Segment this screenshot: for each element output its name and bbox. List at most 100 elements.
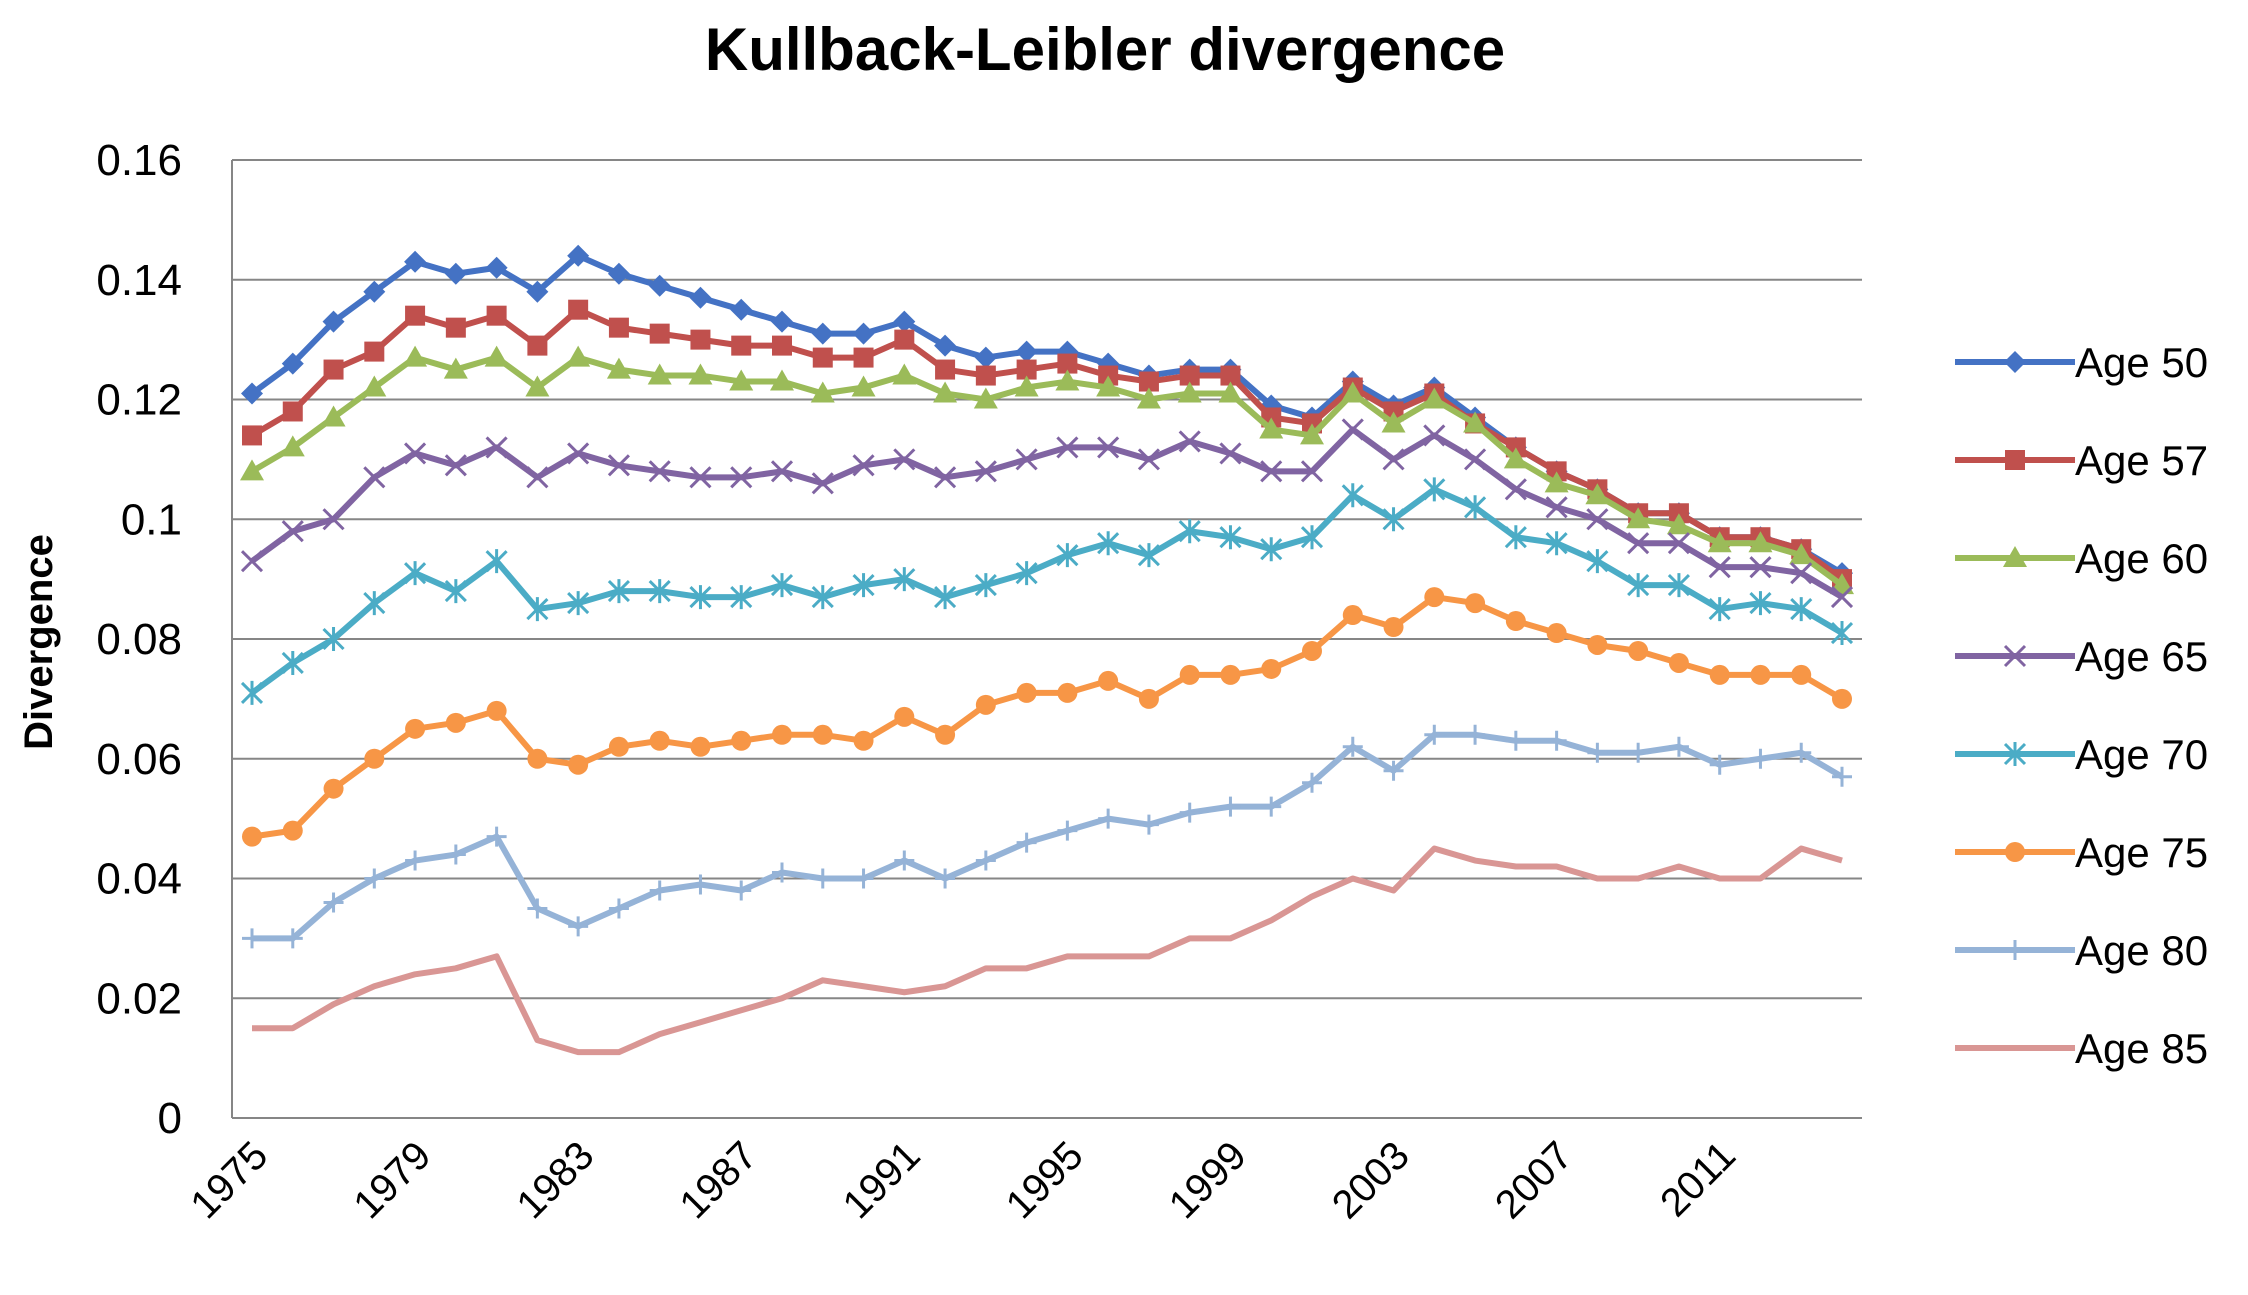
data-point-age-65 xyxy=(1627,532,1650,555)
gridlines xyxy=(232,159,1862,1119)
data-point-age-60 xyxy=(1544,471,1569,493)
data-point-age-50 xyxy=(771,310,793,333)
data-point-age-60 xyxy=(525,375,550,397)
data-point-age-80 xyxy=(853,868,874,889)
data-point-age-75 xyxy=(975,694,996,715)
data-point-age-75 xyxy=(1138,688,1159,709)
data-point-age-65 xyxy=(1178,430,1201,453)
data-point-age-70 xyxy=(1219,525,1242,550)
series-age-65 xyxy=(240,418,1854,609)
data-point-age-75 xyxy=(1098,670,1119,691)
data-point-age-70 xyxy=(1423,477,1446,502)
data-point-age-75 xyxy=(731,730,752,751)
data-point-age-57 xyxy=(812,347,833,368)
legend: Age 50 Age 57 Age 60 Age 65 Age 70 Age 75 Age … xyxy=(1955,339,2208,1072)
data-point-age-75 xyxy=(812,724,833,745)
data-point-age-65 xyxy=(893,448,916,471)
data-point-age-50 xyxy=(893,310,916,333)
data-point-age-80 xyxy=(1220,796,1241,817)
y-tick-label: 0.1 xyxy=(121,495,182,544)
legend-item-age-80: Age 80 xyxy=(1955,927,2208,974)
data-point-age-60 xyxy=(1096,375,1121,397)
data-point-age-65 xyxy=(1097,436,1120,459)
data-point-age-60 xyxy=(1259,417,1284,439)
y-tick-label: 0.08 xyxy=(96,615,182,664)
data-point-age-65 xyxy=(1545,496,1568,519)
data-point-age-60 xyxy=(1707,531,1732,553)
data-point-age-57 xyxy=(1179,365,1200,386)
data-point-age-50 xyxy=(852,322,875,345)
legend-item-age-70: Age 70 xyxy=(1955,731,2208,778)
data-point-age-60 xyxy=(1463,411,1488,433)
data-point-age-60 xyxy=(1422,387,1447,409)
series-age-50 xyxy=(241,244,1853,585)
data-point-age-65 xyxy=(404,442,427,465)
legend-marker xyxy=(2005,842,2025,862)
data-point-age-80 xyxy=(935,868,956,889)
legend-marker xyxy=(2003,546,2027,567)
data-point-age-65 xyxy=(1749,556,1772,579)
data-point-age-75 xyxy=(1546,623,1567,644)
data-point-age-80 xyxy=(1302,772,1322,793)
data-point-age-60 xyxy=(1300,423,1324,445)
data-point-age-75 xyxy=(242,826,262,847)
data-point-age-60 xyxy=(1585,483,1610,505)
data-point-age-75 xyxy=(282,820,303,841)
data-point-age-70 xyxy=(811,585,834,610)
data-point-age-50 xyxy=(811,322,834,345)
data-point-age-80 xyxy=(1832,766,1852,787)
data-point-age-60 xyxy=(810,381,835,403)
legend-item-age-57: Age 57 xyxy=(1955,437,2208,484)
data-point-age-70 xyxy=(934,585,957,610)
data-point-age-65 xyxy=(770,460,794,483)
data-point-age-80 xyxy=(568,916,589,937)
data-point-age-60 xyxy=(1503,447,1528,469)
data-point-age-65 xyxy=(1586,508,1609,531)
data-point-age-50 xyxy=(689,286,712,309)
data-point-age-60 xyxy=(1748,531,1773,553)
x-tick-label: 2011 xyxy=(1652,1133,1744,1225)
data-point-age-75 xyxy=(1628,640,1649,661)
data-point-age-65 xyxy=(1790,562,1813,585)
data-point-age-60 xyxy=(729,369,754,391)
legend-item-age-75: Age 75 xyxy=(1955,829,2208,876)
legend-marker xyxy=(2004,351,2026,373)
data-point-age-65 xyxy=(567,442,590,465)
data-point-age-70 xyxy=(1586,549,1609,574)
data-point-age-70 xyxy=(1097,531,1120,556)
data-point-age-70 xyxy=(689,585,712,610)
data-point-age-57 xyxy=(772,335,792,356)
data-point-age-80 xyxy=(608,898,629,919)
data-point-age-70 xyxy=(730,585,753,610)
y-tick-label: 0.16 xyxy=(96,136,182,185)
data-point-age-50 xyxy=(1015,340,1038,363)
data-point-age-80 xyxy=(1668,736,1689,757)
data-point-age-75 xyxy=(1383,617,1404,638)
data-point-age-80 xyxy=(1179,802,1200,823)
data-point-age-75 xyxy=(364,748,385,769)
data-point-age-70 xyxy=(1545,531,1568,556)
legend-label: Age 57 xyxy=(2075,437,2208,484)
x-tick-label: 1991 xyxy=(835,1133,929,1227)
data-point-age-75 xyxy=(935,724,956,745)
data-point-age-80 xyxy=(1709,754,1730,775)
series-age-57 xyxy=(242,299,1852,590)
data-point-age-75 xyxy=(527,748,548,769)
data-point-age-60 xyxy=(1626,507,1651,529)
data-point-age-60 xyxy=(1666,513,1691,535)
data-point-age-57 xyxy=(731,335,752,356)
legend-marker xyxy=(2003,644,2027,668)
data-point-age-65 xyxy=(1423,424,1446,447)
data-point-age-70 xyxy=(974,573,997,598)
data-point-age-70 xyxy=(567,591,590,616)
data-point-age-57 xyxy=(282,401,303,422)
data-point-age-65 xyxy=(730,466,753,489)
data-point-age-70 xyxy=(1667,573,1690,598)
data-point-age-80 xyxy=(812,868,833,889)
y-tick-label: 0.04 xyxy=(96,855,182,904)
series-line-age-57 xyxy=(250,306,1844,582)
data-point-age-75 xyxy=(1342,605,1363,626)
y-tick-label: 0.02 xyxy=(96,974,182,1023)
data-point-age-50 xyxy=(241,382,263,405)
x-tick-label: 1987 xyxy=(672,1133,766,1227)
